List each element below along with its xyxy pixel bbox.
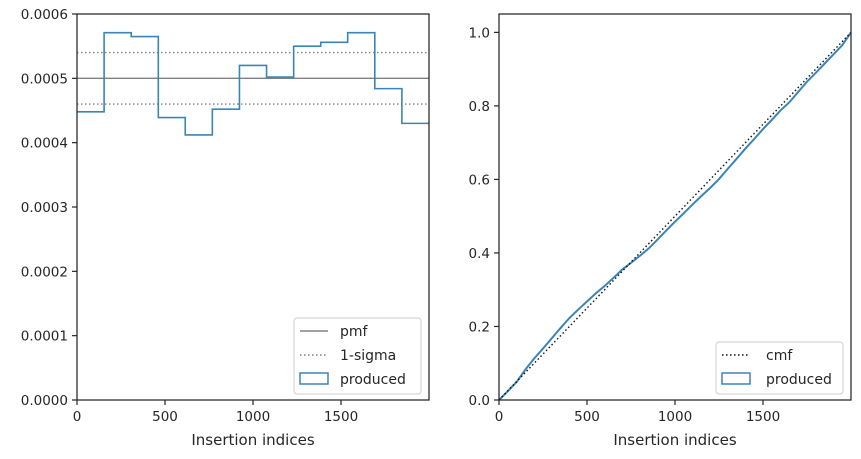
right-legend: cmf produced — [715, 341, 844, 395]
left-axis-ticks: 0 500 1000 1500 0.0000 0.0001 0.0002 0.0003 0.00… — [21, 7, 358, 425]
left-x-tick-label-0: 0 — [73, 409, 82, 425]
legend-swatch-produced — [299, 372, 329, 385]
left-x-tick-label-3: 1500 — [324, 409, 358, 425]
left-x-axis-label: Insertion indices — [191, 431, 314, 449]
produced-step-line — [77, 31, 429, 136]
cmf-line — [498, 31, 852, 401]
right-y-tick-label-0: 0.0 — [469, 393, 490, 409]
left-x-tick-label-2: 1000 — [236, 409, 270, 425]
right-y-tick-label-3: 0.6 — [469, 172, 490, 188]
right-x-tick-label-3: 1500 — [746, 409, 780, 425]
left-y-tick-label-4: 0.0004 — [21, 136, 68, 152]
legend-label-produced-cmf: produced — [766, 372, 832, 388]
legend-label-produced: produced — [340, 372, 406, 388]
legend-label-pmf: pmf — [340, 324, 369, 340]
cmf-lines — [498, 31, 852, 401]
produced-cumulative-line — [498, 31, 852, 401]
right-y-tick-label-2: 0.4 — [469, 246, 490, 262]
left-axes-frame — [76, 13, 430, 401]
right-x-axis-label: Insertion indices — [613, 431, 736, 449]
left-y-tick-label-3: 0.0003 — [21, 200, 68, 216]
right-y-tick-label-1: 0.2 — [469, 319, 490, 335]
right-x-tick-label-2: 1000 — [658, 409, 692, 425]
right-axes-frame — [498, 13, 852, 401]
left-y-tick-label-2: 0.0002 — [21, 264, 68, 280]
legend-label-1-sigma: 1-sigma — [340, 348, 396, 364]
left-y-tick-label-6: 0.0006 — [21, 7, 68, 23]
legend-label-cmf: cmf — [766, 348, 793, 364]
right-axis-ticks: 0 500 1000 1500 0.0 0.2 0.4 0.6 0.8 1.0 — [469, 25, 781, 425]
pmf-reference-lines — [77, 51, 429, 105]
left-y-tick-label-0: 0.0000 — [21, 393, 68, 409]
left-y-tick-label-1: 0.0001 — [21, 329, 68, 345]
cmf-line-chart: 0 500 1000 1500 0.0 0.2 0.4 0.6 0.8 1.0 Insertion… — [469, 13, 852, 449]
left-x-tick-label-1: 500 — [152, 409, 178, 425]
left-legend: pmf 1-sigma produced — [293, 317, 422, 395]
pmf-step-chart: 0 500 1000 1500 0.0000 0.0001 0.0002 0.0003 0.00… — [21, 7, 430, 449]
produced-histogram — [77, 31, 429, 136]
legend-swatch-produced-cmf — [721, 372, 751, 385]
right-x-tick-label-0: 0 — [495, 409, 504, 425]
left-legend-frame — [293, 317, 422, 395]
right-legend-frame — [715, 341, 844, 395]
right-y-tick-label-5: 1.0 — [469, 25, 490, 41]
right-x-tick-label-1: 500 — [574, 409, 600, 425]
right-y-tick-label-4: 0.8 — [469, 99, 490, 115]
left-y-tick-label-5: 0.0005 — [21, 71, 68, 87]
